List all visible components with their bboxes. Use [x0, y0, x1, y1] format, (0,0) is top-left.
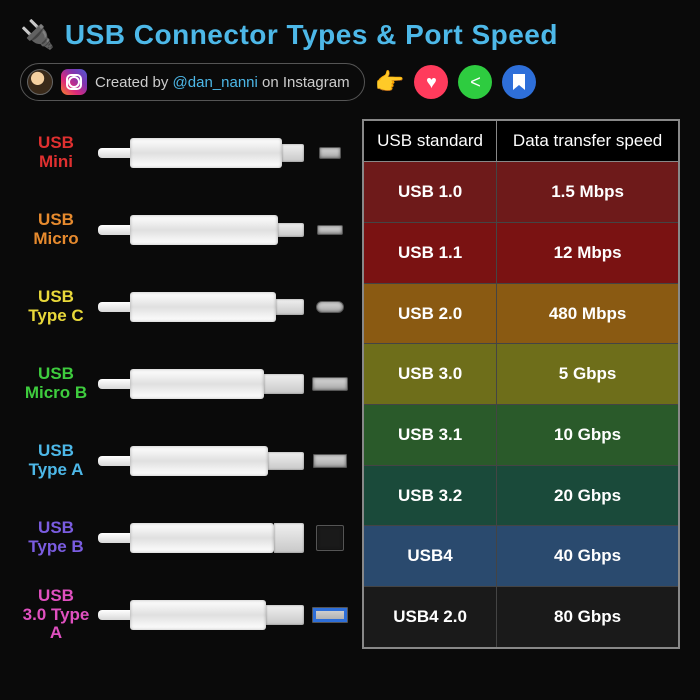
- speed-table: USB standard Data transfer speed USB 1.0…: [362, 119, 680, 649]
- table-row: USB 1.112 Mbps: [363, 223, 679, 284]
- port-illustration: [310, 454, 350, 468]
- bookmark-button[interactable]: [502, 65, 536, 99]
- connector-label: USBMicro: [20, 211, 92, 248]
- port-illustration: [310, 147, 350, 159]
- cell-speed: 480 Mbps: [497, 283, 679, 344]
- table-header-standard: USB standard: [363, 120, 497, 162]
- cell-speed: 12 Mbps: [497, 223, 679, 284]
- connector-label: USBMini: [20, 134, 92, 171]
- cell-speed: 1.5 Mbps: [497, 162, 679, 223]
- connector-row: USBMicro B: [20, 350, 350, 418]
- table-row: USB440 Gbps: [363, 526, 679, 587]
- cable-illustration: [98, 212, 304, 248]
- cable-illustration: [98, 597, 304, 633]
- table-row: USB4 2.080 Gbps: [363, 587, 679, 648]
- cable-illustration: [98, 135, 304, 171]
- cell-speed: 80 Gbps: [497, 587, 679, 648]
- cell-standard: USB4 2.0: [363, 587, 497, 648]
- table-row: USB 2.0480 Mbps: [363, 283, 679, 344]
- table-row: USB 3.220 Gbps: [363, 465, 679, 526]
- connector-row: USBType C: [20, 273, 350, 341]
- table-row: USB 3.05 Gbps: [363, 344, 679, 405]
- connector-label: USB3.0 Type A: [20, 587, 92, 643]
- table-row: USB 1.01.5 Mbps: [363, 162, 679, 223]
- port-illustration: [310, 525, 350, 551]
- cable-illustration: [98, 520, 304, 556]
- cell-standard: USB 3.2: [363, 465, 497, 526]
- port-illustration: [310, 301, 350, 313]
- port-illustration: [310, 607, 350, 623]
- credit-box: Created by @dan_nanni on Instagram: [20, 63, 365, 101]
- cell-standard: USB 3.0: [363, 344, 497, 405]
- connector-list: USBMini USBMicro USBType C USBMicro B USBTyp…: [20, 119, 350, 649]
- connector-label: USBType C: [20, 288, 92, 325]
- share-icon: <: [470, 72, 481, 93]
- credit-handle[interactable]: @dan_nanni: [173, 74, 258, 91]
- connector-row: USBType B: [20, 504, 350, 572]
- instagram-icon: [61, 69, 87, 95]
- heart-icon: ♥: [426, 72, 437, 93]
- connector-row: USBMicro: [20, 196, 350, 264]
- cell-speed: 40 Gbps: [497, 526, 679, 587]
- share-button[interactable]: <: [458, 65, 492, 99]
- credit-row: Created by @dan_nanni on Instagram 👉 ♥ <: [20, 63, 680, 101]
- like-button[interactable]: ♥: [414, 65, 448, 99]
- header: 🔌 USB Connector Types & Port Speed: [20, 18, 680, 51]
- bookmark-icon: [512, 73, 526, 91]
- table-header-speed: Data transfer speed: [497, 120, 679, 162]
- cable-illustration: [98, 443, 304, 479]
- cell-standard: USB 1.0: [363, 162, 497, 223]
- cable-illustration: [98, 289, 304, 325]
- cable-illustration: [98, 366, 304, 402]
- pointing-icon: 👉: [375, 68, 405, 97]
- connector-row: USB3.0 Type A: [20, 581, 350, 649]
- cell-speed: 20 Gbps: [497, 465, 679, 526]
- table-row: USB 3.110 Gbps: [363, 405, 679, 466]
- credit-suffix: on Instagram: [258, 74, 350, 91]
- port-illustration: [310, 377, 350, 391]
- cell-speed: 5 Gbps: [497, 344, 679, 405]
- connector-row: USBMini: [20, 119, 350, 187]
- connector-row: USBType A: [20, 427, 350, 495]
- page-title: USB Connector Types & Port Speed: [65, 19, 558, 51]
- cell-standard: USB 2.0: [363, 283, 497, 344]
- avatar: [27, 69, 53, 95]
- plug-icon: 🔌: [20, 18, 55, 51]
- cell-speed: 10 Gbps: [497, 405, 679, 466]
- cell-standard: USB 1.1: [363, 223, 497, 284]
- content: USBMini USBMicro USBType C USBMicro B USBTyp…: [20, 119, 680, 649]
- cell-standard: USB 3.1: [363, 405, 497, 466]
- credit-text: Created by @dan_nanni on Instagram: [95, 74, 350, 91]
- connector-label: USBType B: [20, 519, 92, 556]
- connector-label: USBType A: [20, 442, 92, 479]
- connector-label: USBMicro B: [20, 365, 92, 402]
- port-illustration: [310, 225, 350, 235]
- credit-prefix: Created by: [95, 74, 173, 91]
- cell-standard: USB4: [363, 526, 497, 587]
